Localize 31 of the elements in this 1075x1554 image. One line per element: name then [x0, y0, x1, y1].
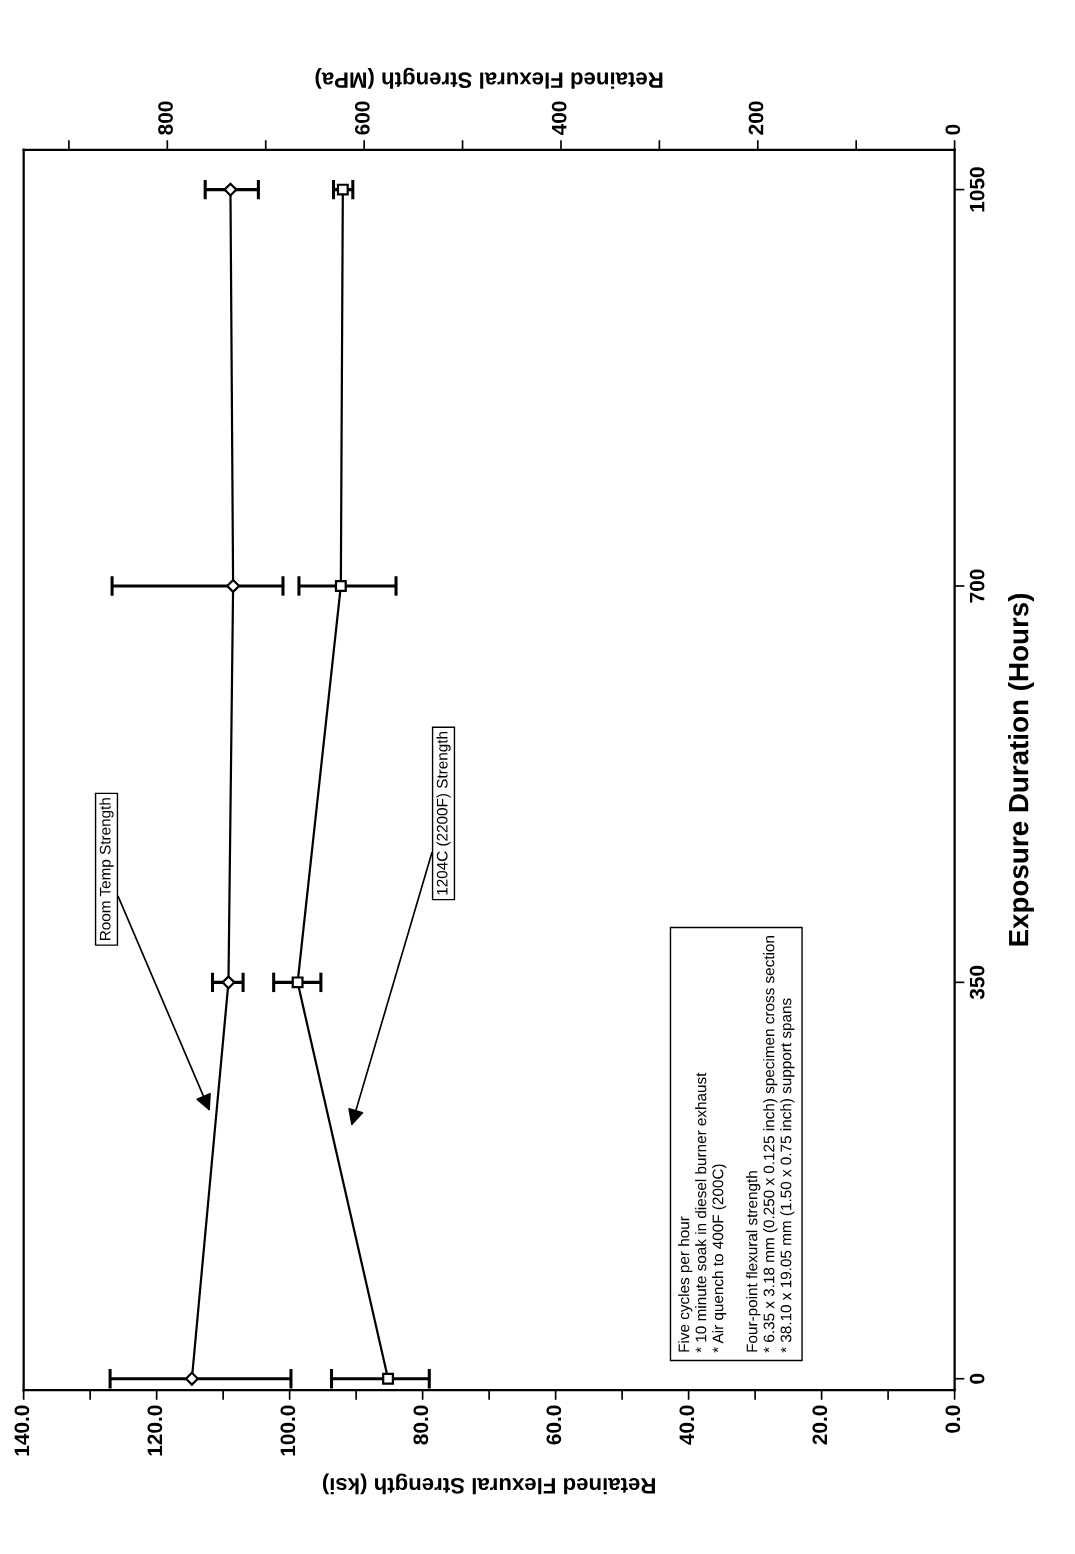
point [382, 1372, 395, 1385]
y-tick-label: 350 [969, 965, 985, 1000]
x-tick-label: 0.0 [945, 1405, 961, 1433]
x2-tick-label: 200 [748, 101, 764, 135]
y-axis-title: Exposure Duration (Hours) [1008, 593, 1034, 946]
x-tick-label: 120.0 [147, 1405, 163, 1456]
point [226, 578, 241, 593]
x2-tick-label: 600 [354, 101, 370, 135]
point [334, 580, 347, 592]
annotation: 1204C (2200F) Strength [436, 732, 451, 895]
x-tick-label: 60.0 [546, 1405, 562, 1445]
x-axis-title: Retained Flexural Strength (ksi) [322, 1473, 655, 1495]
point [221, 975, 236, 990]
x-tick-label: 20.0 [812, 1405, 828, 1445]
y-tick-label: 700 [969, 569, 985, 603]
x-tick-label: 140.0 [14, 1405, 30, 1456]
x2-tick-label: 0 [945, 124, 961, 135]
y-tick-label: 0 [969, 1373, 985, 1384]
x2-axis-title: Retained Flexural Strength (MPa) [315, 67, 663, 89]
annotation: Room Temp Strength [99, 798, 114, 940]
x-tick-label: 100.0 [280, 1405, 296, 1456]
x2-tick-label: 800 [158, 101, 173, 135]
x-tick-label: 40.0 [679, 1405, 695, 1445]
point [184, 1371, 199, 1386]
x2-tick-label: 400 [551, 101, 567, 136]
point [223, 182, 238, 197]
point [336, 183, 349, 196]
text: Five cycles per hour * 10 minute soak in diesel burner exhaust * Air quench to 400F (200C) Four-point flexural strength * 6.35 x 3.18 mm (0.250 x 0.125 inch) specimen cross section * 38.10 x 19.05 mm (1.50 x 0.75 inch) support spans [678, 936, 795, 1353]
y-tick-label: 1050 [969, 167, 985, 212]
x-tick-label: 80.0 [413, 1405, 429, 1445]
point [291, 976, 304, 989]
